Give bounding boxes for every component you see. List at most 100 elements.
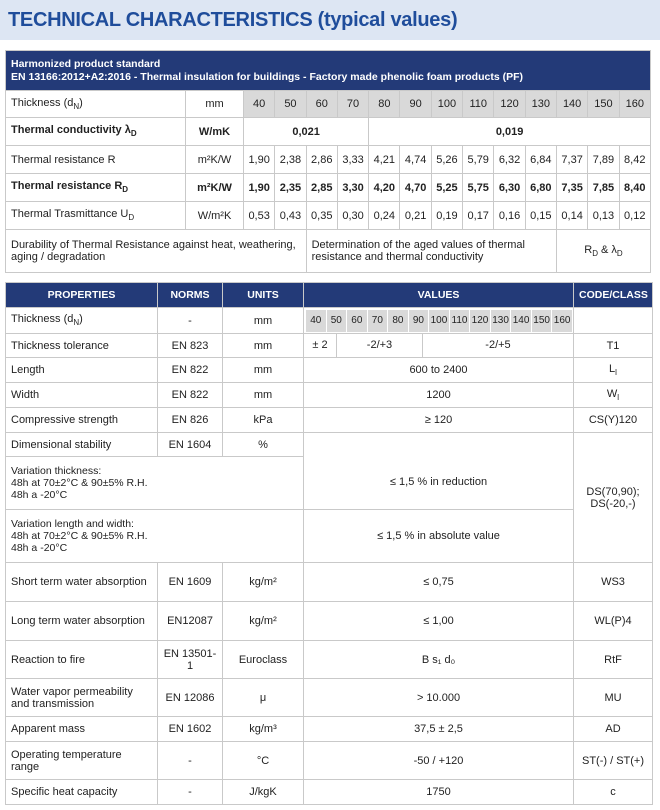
text-cell: 4,20 <box>368 173 401 202</box>
text-cell: 5,26 <box>430 145 464 174</box>
text-cell: kPa <box>222 407 304 433</box>
text-cell: Long term water absorption <box>5 601 158 641</box>
cell-group: 40 50 60 70 80 90 100 110 120 130 140 150 160 <box>306 309 573 332</box>
text-cell: 80 <box>388 309 408 332</box>
table-row: Dimensional stability EN 1604% ≤ 1,5 % in … <box>5 432 653 563</box>
text-cell: 5,79 <box>462 145 495 174</box>
text-cell: 130 <box>490 309 511 332</box>
text-cell: kg/m² <box>222 562 304 602</box>
text-cell: CS(Y)120 <box>573 407 653 433</box>
text-cell: % <box>222 432 304 457</box>
text-cell: 2,35 <box>274 173 307 202</box>
text-cell: μ <box>222 678 304 717</box>
text-cell: Apparent mass <box>5 716 158 742</box>
table-row: Thickness (dN) mm 40 50 60 70 80 90 100 110 120 130… <box>5 90 651 118</box>
text-cell: 160 <box>552 309 572 332</box>
text-cell: EN 822 <box>157 357 223 383</box>
text-cell: EN 13501-1 <box>157 640 223 679</box>
text-cell: 70 <box>336 90 370 118</box>
text-cell: - <box>157 741 223 780</box>
text-cell: 48h at 70±2°C & 90±5% R.H. <box>11 530 148 542</box>
text-cell: Dimensional stability <box>5 432 158 457</box>
text-cell: Water vapor permeability and transmissio… <box>5 678 158 717</box>
table-row: Durability of Thermal Resistance against… <box>5 229 651 273</box>
text-cell: 6,84 <box>524 145 557 174</box>
text-cell: 0,53 <box>242 201 276 230</box>
text-cell: T1 <box>573 333 653 358</box>
text-cell: Operating temperature range <box>5 741 158 780</box>
table-row: Thermal conductivity λD W/mK 0,021 0,019 <box>5 117 651 146</box>
table-row: Specific heat capacity - J/kgK 1750 c <box>5 779 653 805</box>
text-cell: 0,43 <box>274 201 307 230</box>
text-cell: Thickness (d <box>11 313 74 326</box>
table-row: Short term water absorption EN 1609 kg/m² ≤… <box>5 562 653 602</box>
text-cell: Short term water absorption <box>5 562 158 602</box>
text-cell: EN 826 <box>157 407 223 433</box>
text-cell: 4,70 <box>399 173 432 202</box>
text-cell: m²K/W <box>185 173 244 202</box>
text-cell: Thickness (d <box>11 96 74 109</box>
text-cell: MU <box>573 678 653 717</box>
text-cell: D <box>128 213 135 223</box>
text-cell: ± 2 <box>312 339 328 351</box>
text-cell: EN12087 <box>157 601 223 641</box>
text-cell: 7,89 <box>587 145 620 174</box>
text-cell: 0,14 <box>555 201 589 230</box>
text-cell: W <box>606 387 618 400</box>
text-cell: 5,75 <box>462 173 495 202</box>
text-cell: 70 <box>367 309 388 332</box>
text-cell: 120 <box>470 309 490 332</box>
table-cell: Thickness (dN) <box>5 307 158 334</box>
text-cell: L <box>609 362 616 375</box>
text-cell: ≥ 120 <box>303 407 574 433</box>
page-title: TECHNICAL CHARACTERISTICS (typical value… <box>0 0 660 40</box>
text-cell: Variation length and width: <box>11 518 134 530</box>
text-cell: kg/m² <box>222 601 304 641</box>
table-row: Thickness tolerance EN 823 mm ± 2 -2/+3 -2/+5… <box>5 333 653 358</box>
text-cell: 6,80 <box>524 173 557 202</box>
cell-group: ± 2 -2/+3 -2/+5 <box>305 334 573 357</box>
text-cell: 7,35 <box>555 173 589 202</box>
text-cell: Length <box>5 357 158 383</box>
text-cell: -50 / +120 <box>303 741 574 780</box>
table-cell: DS(70,90); DS(-20,-) <box>573 432 653 563</box>
text-cell: mm <box>222 382 304 408</box>
text-cell: R <box>584 243 593 256</box>
text-cell: N <box>73 102 80 112</box>
text-cell: 80 <box>368 90 401 118</box>
table-cell: Thermal Trasmittance UD <box>5 201 186 230</box>
text-cell: Harmonized product standard <box>11 57 161 70</box>
text-cell: 1,90 <box>242 145 276 174</box>
text-cell: N <box>73 318 80 328</box>
table-row: Thermal Trasmittance UD W/m²K 0,53 0,43 0,35… <box>5 201 651 230</box>
table-cell: Thermal conductivity λD <box>5 117 186 146</box>
text-cell: DS(70,90); <box>586 485 640 498</box>
text-cell: 8,42 <box>618 145 651 174</box>
text-cell: D <box>122 185 129 195</box>
text-cell: m²K/W <box>185 145 244 174</box>
text-cell: W/mK <box>185 117 244 146</box>
text-cell: Thermal resistance R <box>5 145 186 174</box>
text-cell: PROPERTIES <box>5 282 158 308</box>
text-cell: 0,15 <box>524 201 557 230</box>
text-cell: W/m²K <box>185 201 244 230</box>
text-cell: NORMS <box>157 282 223 308</box>
table-row: Harmonized product standard EN 13166:2012… <box>5 50 651 91</box>
text-cell: 140 <box>555 90 589 118</box>
text-cell: 0,021 <box>242 117 370 146</box>
text-cell: 7,85 <box>587 173 620 202</box>
text-cell: 0,019 <box>368 117 651 146</box>
text-cell: 2,85 <box>305 173 338 202</box>
table-row: Water vapor permeability and transmissio… <box>5 678 653 717</box>
text-cell: CODE/CLASS <box>573 282 653 308</box>
thermal-table: Harmonized product standard EN 13166:2012… <box>5 50 651 273</box>
table-cell: Ll <box>573 357 653 383</box>
text-cell: mm <box>185 90 244 118</box>
table-row: Thickness (dN) - mm 40 50 60 70 80 90 100 110 120 13… <box>5 307 653 334</box>
text-cell: 0,16 <box>493 201 526 230</box>
text-cell: 150 <box>587 90 620 118</box>
text-cell: °C <box>222 741 304 780</box>
